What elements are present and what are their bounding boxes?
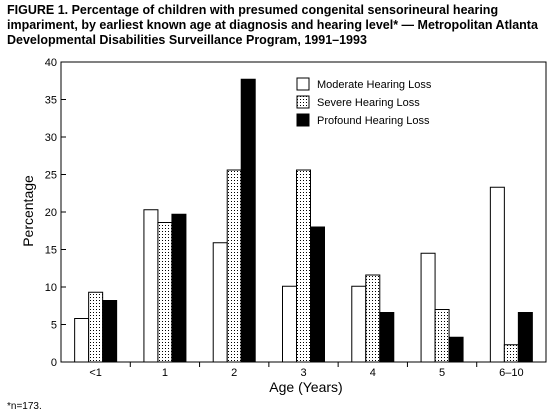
legend-swatch	[296, 95, 310, 109]
bar	[296, 169, 311, 363]
bar	[74, 318, 90, 363]
bar	[143, 209, 159, 363]
y-tick-label: 10	[45, 282, 57, 294]
bar	[88, 291, 104, 363]
legend-label: Profound Hearing Loss	[317, 115, 430, 127]
legend-label: Severe Hearing Loss	[317, 97, 420, 109]
bar	[517, 312, 533, 363]
x-tick-label: 6–10	[499, 367, 523, 379]
y-tick-label: 35	[45, 95, 57, 107]
bar	[379, 312, 395, 363]
y-tick-label: 20	[45, 207, 57, 219]
y-axis-label: Percentage	[20, 175, 36, 247]
bar	[226, 169, 242, 363]
bar	[489, 186, 505, 363]
x-tick-label: 2	[231, 367, 237, 379]
x-tick-label: 4	[370, 367, 376, 379]
y-tick-label: 5	[51, 320, 57, 332]
bar	[365, 274, 381, 363]
x-axis-label: Age (Years)	[269, 379, 342, 395]
bar	[102, 300, 118, 363]
bar	[448, 336, 464, 363]
bar	[240, 78, 256, 363]
footnote: *n=173.	[7, 401, 42, 412]
y-tick-label: 30	[45, 132, 57, 144]
bar	[212, 242, 228, 363]
bar	[420, 252, 436, 363]
y-tick-label: 25	[45, 170, 57, 182]
bar	[503, 344, 519, 363]
bar	[157, 222, 173, 363]
legend-swatch	[296, 77, 310, 91]
y-tick-label: 15	[45, 245, 57, 257]
legend-label: Moderate Hearing Loss	[317, 79, 432, 91]
legend-swatch	[296, 113, 310, 127]
bar	[171, 213, 187, 363]
bar-chart: 0 5 10 15 20 25 30 35 40 <1 1 2 3 4 5 6–10 Moderate Hear…	[20, 57, 547, 395]
x-tick-label: 1	[162, 367, 168, 379]
bar	[434, 309, 450, 363]
y-tick-label: 40	[45, 57, 57, 69]
x-tick-label: 5	[439, 367, 445, 379]
x-tick-label: 3	[300, 367, 306, 379]
bar	[310, 226, 325, 363]
figure-title: FIGURE 1. Percentage of children with pr…	[7, 3, 538, 47]
y-tick-label: 0	[51, 357, 57, 369]
bar	[351, 285, 367, 363]
bar	[282, 285, 297, 363]
x-tick-label: <1	[89, 367, 102, 379]
